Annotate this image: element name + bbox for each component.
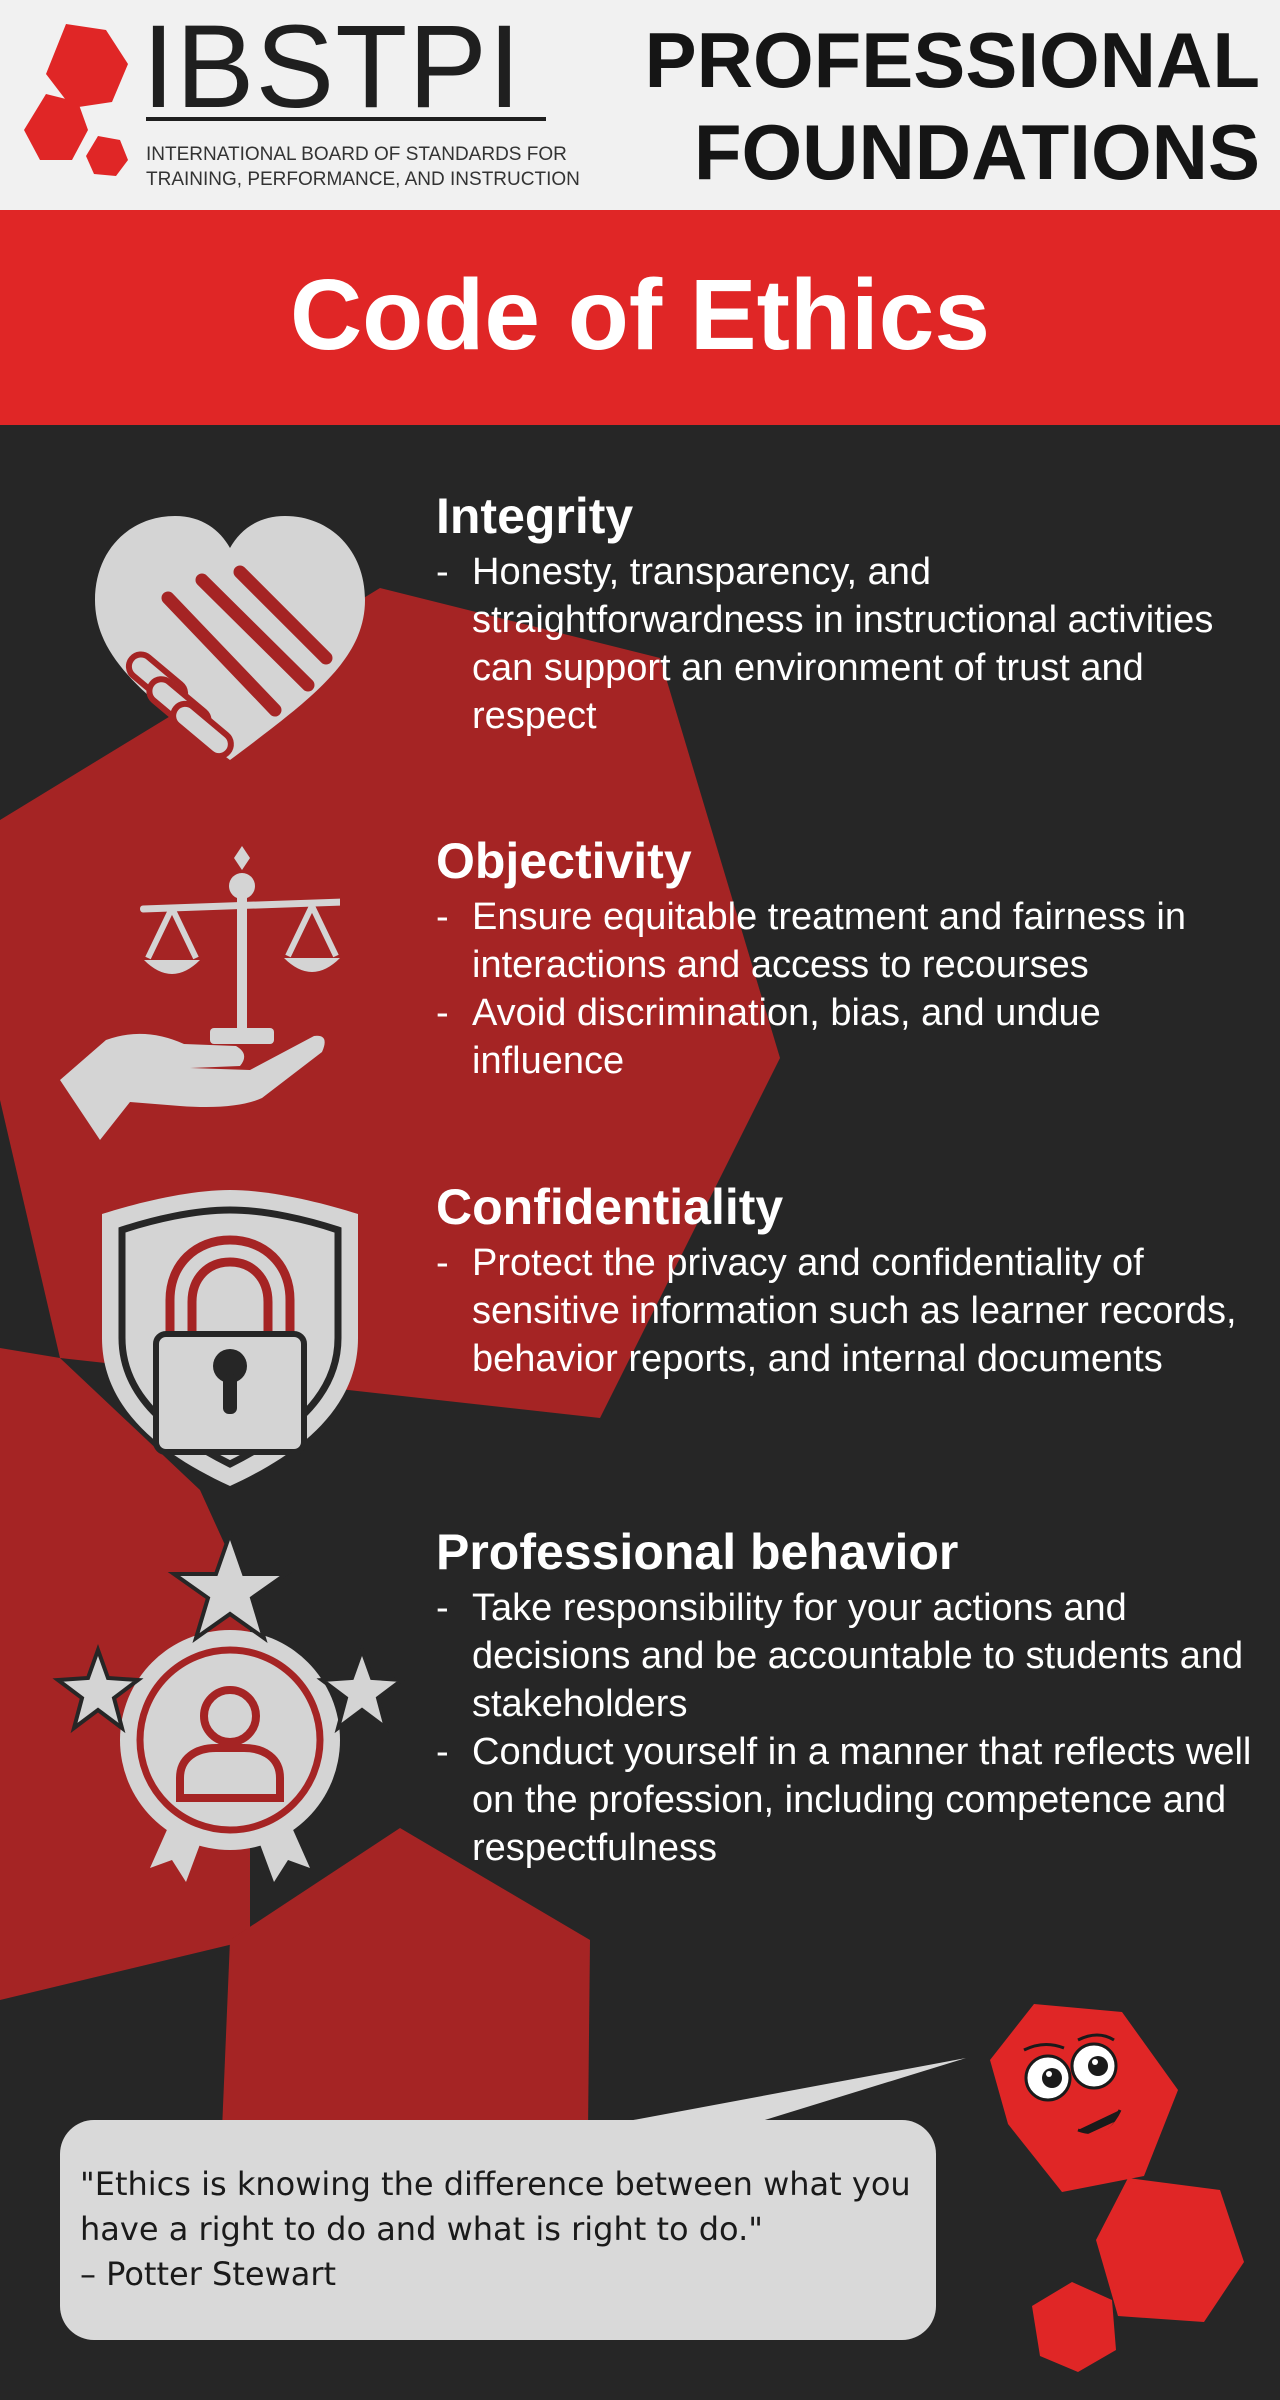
- section-heading-confidentiality: Confidentiality: [436, 1179, 784, 1235]
- section-professional-behavior: Professional behavior - Take responsibil…: [436, 1524, 1256, 1872]
- header-title-line1: PROFESSIONAL: [644, 16, 1260, 104]
- header-title: PROFESSIONAL FOUNDATIONS: [645, 14, 1260, 198]
- quote-body: "Ethics is knowing the difference betwee…: [80, 2165, 911, 2248]
- logo-divider: [146, 117, 546, 121]
- bullet-item: - Take responsibility for your actions a…: [436, 1584, 1256, 1728]
- heart-handshake-icon: [95, 516, 365, 760]
- section-objectivity: Objectivity - Ensure equitable treatment…: [436, 833, 1256, 1085]
- ibstpi-hexagon-logo-icon: [24, 24, 128, 176]
- title-banner: Code of Ethics: [0, 210, 1280, 425]
- bullet-text: Honesty, transparency, and straightforwa…: [472, 551, 1214, 737]
- mascot-face-icon: [1023, 2033, 1122, 2135]
- section-confidentiality: Confidentiality - Protect the privacy an…: [436, 1179, 1256, 1383]
- bullet-item: - Avoid discrimination, bias, and undue …: [436, 989, 1256, 1085]
- bullet-text: Protect the privacy and confidentiality …: [472, 1242, 1237, 1380]
- section-heading-objectivity: Objectivity: [436, 833, 692, 889]
- section-heading-professional-behavior: Professional behavior: [436, 1524, 959, 1580]
- bullet-dash: -: [436, 1242, 449, 1284]
- bullet-item: - Ensure equitable treatment and fairnes…: [436, 893, 1256, 989]
- header: IBSTPI INTERNATIONAL BOARD OF STANDARDS …: [0, 0, 1280, 210]
- logo-wordmark: IBSTPI: [142, 1, 522, 133]
- quote-author: – Potter Stewart: [80, 2255, 337, 2293]
- bullet-text: Avoid discrimination, bias, and undue in…: [472, 992, 1101, 1082]
- bullet-item: - Protect the privacy and confidentialit…: [436, 1239, 1256, 1383]
- mascot-head-hexagon: [990, 2004, 1178, 2192]
- mascot-small-hexagon: [1032, 2282, 1116, 2372]
- logo-subtitle-line1: INTERNATIONAL BOARD OF STANDARDS FOR: [146, 144, 567, 165]
- award-person-stars-icon: [52, 1530, 408, 1882]
- bullet-dash: -: [436, 1587, 449, 1629]
- section-integrity: Integrity - Honesty, transparency, and s…: [436, 488, 1256, 740]
- quote-text: "Ethics is knowing the difference betwee…: [80, 2162, 920, 2297]
- page-title: Code of Ethics: [289, 259, 991, 371]
- bullet-dash: -: [436, 1731, 449, 1773]
- section-heading-integrity: Integrity: [436, 488, 634, 544]
- bullet-dash: -: [436, 896, 449, 938]
- bullet-text: Conduct yourself in a manner that reflec…: [472, 1731, 1252, 1869]
- header-title-line2: FOUNDATIONS: [693, 108, 1260, 196]
- bullet-item: - Conduct yourself in a manner that refl…: [436, 1728, 1256, 1872]
- scale-in-hand-icon: [60, 846, 340, 1140]
- bullet-text: Ensure equitable treatment and fairness …: [472, 896, 1186, 986]
- logo-subtitle-line2: TRAINING, PERFORMANCE, AND INSTRUCTION: [146, 169, 580, 190]
- lower-middle-red-hexagon: [222, 1828, 590, 2130]
- quote-box: "Ethics is knowing the difference betwee…: [60, 2120, 936, 2340]
- mascot-body-hexagon: [1096, 2178, 1244, 2322]
- bullet-dash: -: [436, 992, 449, 1034]
- bullet-text: Take responsibility for your actions and…: [472, 1587, 1244, 1725]
- bullet-dash: -: [436, 551, 449, 593]
- logo-subtitle: INTERNATIONAL BOARD OF STANDARDS FOR TRA…: [146, 142, 580, 192]
- bullet-item: - Honesty, transparency, and straightfor…: [436, 548, 1256, 740]
- shield-padlock-icon: [102, 1190, 358, 1486]
